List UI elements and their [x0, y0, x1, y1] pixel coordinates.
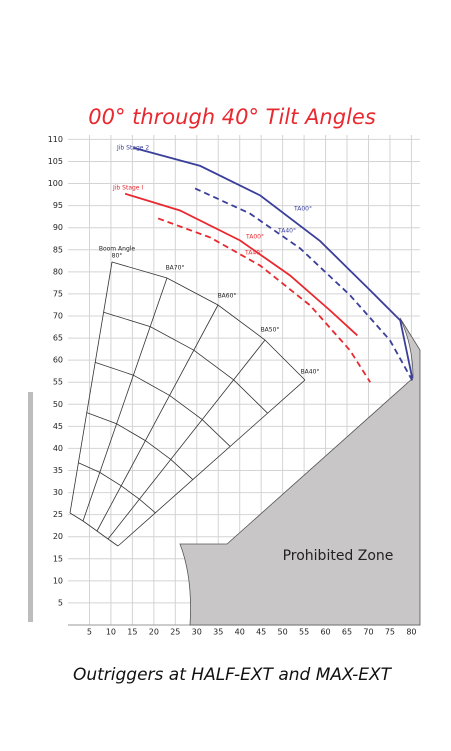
- curve: [157, 217, 371, 383]
- y-tick-label: 80: [53, 267, 63, 276]
- boom-fan: [69, 261, 306, 547]
- legend-label: Jib Stage 2: [116, 145, 149, 152]
- y-tick-label: 70: [53, 311, 63, 320]
- y-tick-label: 25: [53, 510, 63, 519]
- y-tick-label: 5: [58, 598, 63, 607]
- x-tick-label: 20: [149, 628, 159, 637]
- edge-strip: [28, 392, 33, 622]
- y-tick-label: 85: [53, 245, 63, 254]
- x-tick-label: 5: [87, 628, 92, 637]
- x-tick-label: 70: [363, 628, 373, 637]
- boom-line: [82, 277, 168, 522]
- x-tick-label: 55: [299, 628, 309, 637]
- curve-label: TA40°: [244, 250, 263, 257]
- boom-angle-label: BA40°: [301, 369, 320, 376]
- boom-arc: [95, 362, 231, 447]
- x-tick-label: 65: [342, 628, 352, 637]
- chart-title: 00° through 40° Tilt Angles: [88, 105, 376, 129]
- curve: [194, 187, 414, 381]
- y-tick-label: 60: [53, 356, 63, 365]
- boom-arc: [69, 512, 119, 547]
- curve: [124, 192, 358, 337]
- y-tick-label: 45: [53, 422, 63, 431]
- x-tick-label: 80: [406, 628, 416, 637]
- curve-label: TA40°: [277, 228, 296, 235]
- boom-line: [96, 304, 219, 532]
- x-tick-label: 30: [192, 628, 202, 637]
- x-tick-label: 10: [106, 628, 116, 637]
- y-tick-label: 40: [53, 444, 63, 453]
- y-tick-label: 30: [53, 488, 63, 497]
- legend-label: Jib Stage I: [112, 185, 143, 192]
- x-tick-label: 35: [213, 628, 223, 637]
- boom-angle-label: BA70°: [166, 265, 185, 272]
- boom-arc: [111, 261, 306, 381]
- boom-arc: [86, 412, 194, 480]
- boom-arc: [78, 462, 156, 514]
- y-tick-label: 50: [53, 400, 63, 409]
- y-tick-label: 95: [53, 201, 63, 210]
- x-tick-label: 15: [127, 628, 137, 637]
- boom-angle-label: 80°: [112, 253, 123, 260]
- boom-angle-title: Boom Angle: [99, 246, 136, 253]
- y-tick-label: 35: [53, 466, 63, 475]
- zone-label: Prohibited Zone: [283, 548, 394, 564]
- boom-line: [107, 339, 266, 540]
- curve-label: TA00°: [293, 206, 312, 213]
- boom-angle-label: BA50°: [261, 327, 280, 334]
- y-tick-label: 20: [53, 532, 63, 541]
- x-tick-label: 50: [278, 628, 288, 637]
- boom-line: [117, 379, 306, 547]
- x-tick-label: 45: [256, 628, 266, 637]
- boom-arc: [103, 311, 268, 414]
- y-tick-label: 55: [53, 378, 63, 387]
- y-tick-label: 65: [53, 334, 63, 343]
- curve-label: TA00°: [245, 234, 264, 241]
- y-tick-label: 15: [53, 554, 63, 563]
- y-tick-label: 100: [48, 179, 63, 188]
- y-tick-label: 110: [48, 135, 63, 144]
- y-tick-label: 75: [53, 289, 63, 298]
- x-tick-label: 25: [170, 628, 180, 637]
- x-tick-label: 60: [320, 628, 330, 637]
- footer: Outriggers at HALF-EXT and MAX-EXT: [73, 665, 393, 685]
- boom-angle-label: BA60°: [218, 293, 237, 300]
- prohibited-zone: [179, 317, 421, 626]
- y-tick-label: 10: [53, 576, 63, 585]
- boom-line: [69, 261, 113, 514]
- x-tick-label: 75: [385, 628, 395, 637]
- y-tick-label: 90: [53, 223, 63, 232]
- x-tick-label: 40: [235, 628, 245, 637]
- curve: [133, 146, 414, 379]
- y-tick-label: 105: [48, 157, 63, 166]
